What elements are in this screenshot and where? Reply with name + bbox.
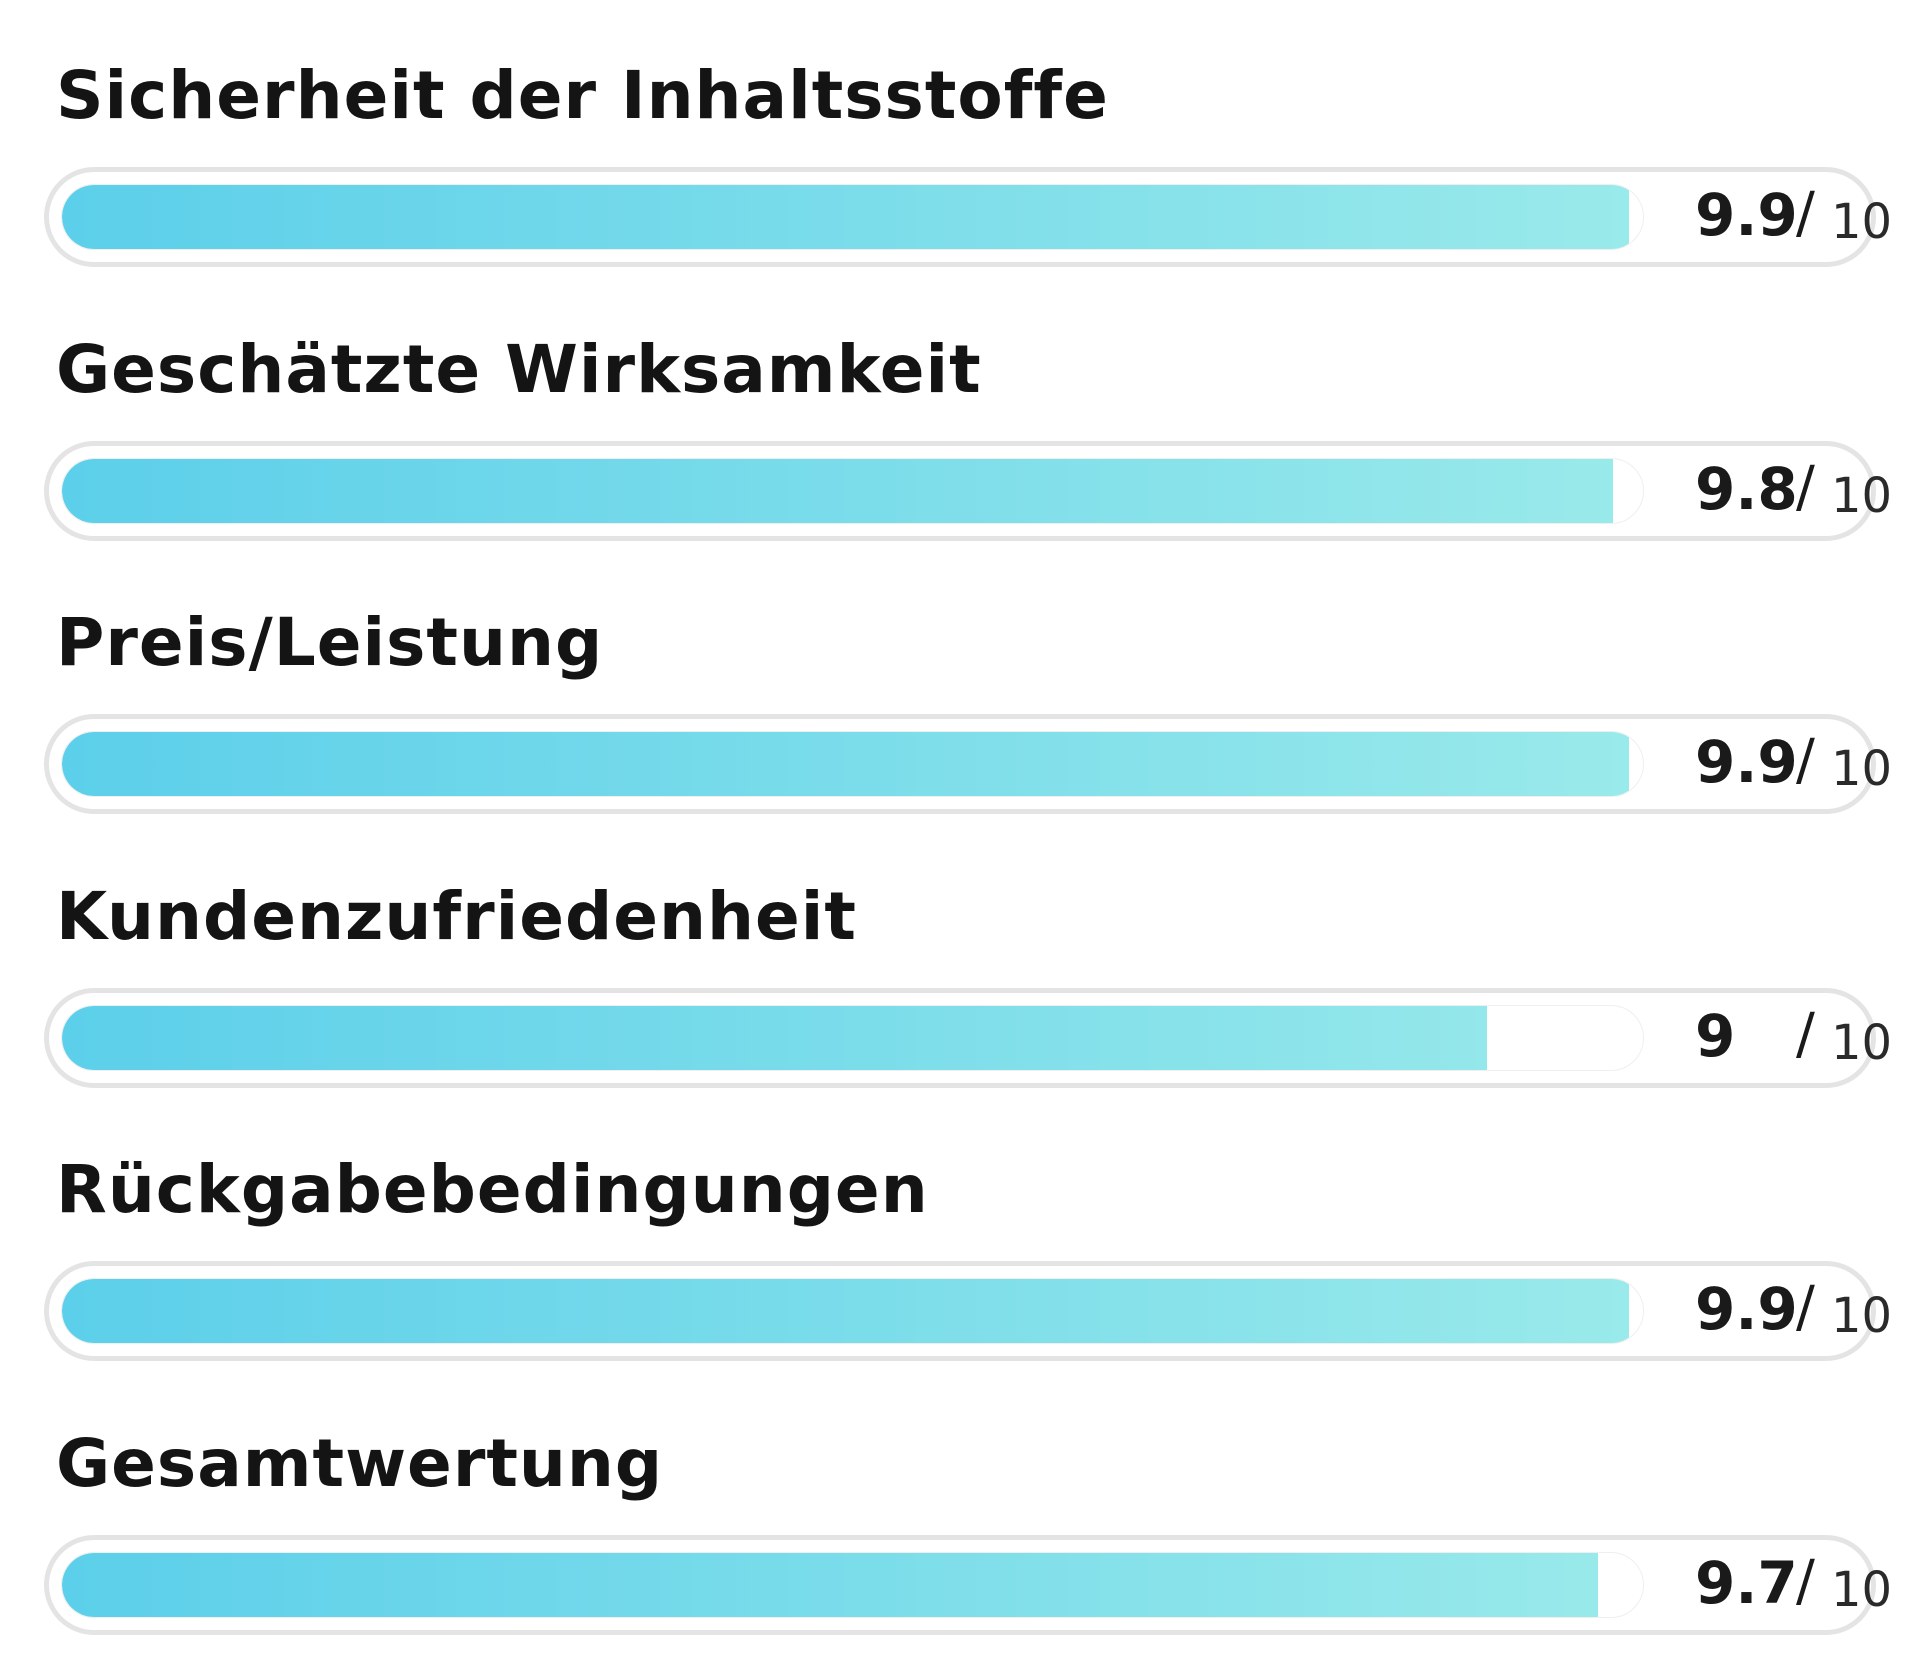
rating-track: 9.9/ 10 [44,1261,1892,1362]
rating-inner-track [61,184,1644,250]
rating-separator: / [1796,181,1815,246]
rating-max: 10 [1831,741,1893,798]
rating-bar-fill [62,185,1629,249]
rating-label: Preis/Leistung [56,604,604,682]
rating-separator: / [1796,1549,1815,1614]
rating-track: 9.7/ 10 [44,1535,1892,1635]
rating-item: Preis/Leistung 9.9/ 10 [0,547,1920,820]
rating-separator: / [1796,454,1815,520]
rating-item: Rückgabebedingungen 9.9/ 10 [0,1094,1920,1367]
rating-max: 10 [1831,1014,1893,1071]
rating-inner-track [61,731,1644,798]
rating-track: 9 / 10 [44,987,1892,1088]
rating-bar-fill [62,1553,1598,1617]
rating-score: 9.9 [1695,1275,1798,1344]
rating-label: Rückgabebedingungen [56,1151,929,1229]
rating-item: Kundenzufriedenheit 9 / 10 [0,821,1920,1094]
rating-max: 10 [1831,1562,1893,1618]
rating-inner-track [61,1004,1644,1071]
rating-score: 9.7 [1695,1549,1798,1617]
rating-score: 9.9 [1695,728,1798,797]
rating-item: Gesamtwertung 9.7/ 10 [0,1368,1920,1641]
rating-item: Geschätzte Wirksamkeit 9.8/ 10 [0,274,1920,547]
rating-bar-fill [62,732,1629,797]
rating-bar-fill [62,1005,1487,1070]
rating-separator: / [1796,1275,1815,1341]
rating-max: 10 [1831,467,1893,524]
rating-track: 9.9/ 10 [44,167,1892,267]
rating-max: 10 [1831,194,1893,250]
rating-separator: / [1796,728,1815,794]
rating-inner-track [61,1552,1644,1618]
rating-max: 10 [1831,1288,1893,1345]
rating-score: 9.9 [1695,181,1798,249]
rating-score: 9.8 [1695,454,1798,523]
rating-score: 9 [1695,1001,1736,1070]
rating-inner-track [61,457,1644,524]
rating-bar-fill [62,1279,1629,1344]
rating-inner-track [61,1278,1644,1345]
rating-track: 9.9/ 10 [44,714,1892,815]
rating-label: Geschätzte Wirksamkeit [56,330,982,408]
rating-label: Sicherheit der Inhaltsstoffe [56,57,1109,134]
rating-item: Sicherheit der Inhaltsstoffe 9.9/ 10 [0,0,1920,273]
rating-bar-fill [62,458,1613,523]
rating-separator: / [1796,1001,1815,1067]
rating-label: Gesamtwertung [56,1425,664,1502]
rating-label: Kundenzufriedenheit [56,877,857,955]
rating-track: 9.8/ 10 [44,440,1892,541]
